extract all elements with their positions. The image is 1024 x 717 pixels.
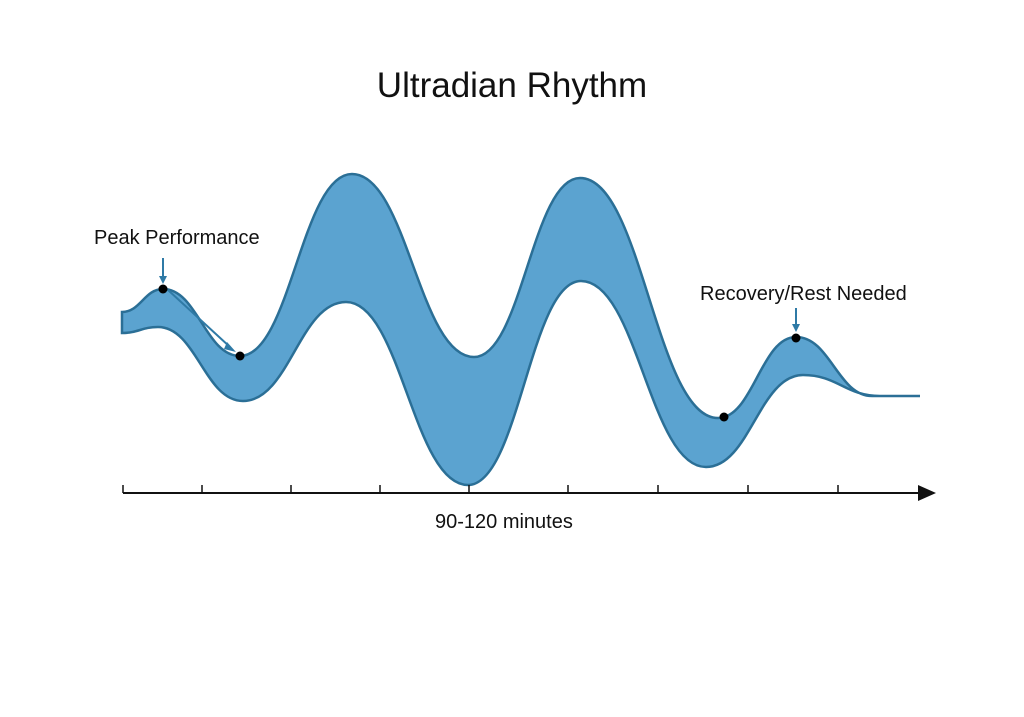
rhythm-band: [120, 172, 921, 487]
axis-ticks: [122, 485, 839, 493]
axis-arrowhead: [918, 485, 936, 501]
recovery-arrow: [792, 308, 800, 332]
trough-marker: [719, 412, 729, 422]
axis-label: 90-120 minutes: [435, 511, 573, 533]
peak-marker: [158, 284, 168, 294]
recovery-marker: [791, 333, 801, 343]
peak-performance-label: Peak Performance: [94, 227, 260, 249]
diagram-title: Ultradian Rhythm: [376, 66, 648, 105]
decline-arrow: [167, 289, 236, 352]
dip-marker: [235, 351, 245, 361]
recovery-label: Recovery/Rest Needed: [700, 283, 907, 305]
peak-arrow: [159, 258, 167, 284]
